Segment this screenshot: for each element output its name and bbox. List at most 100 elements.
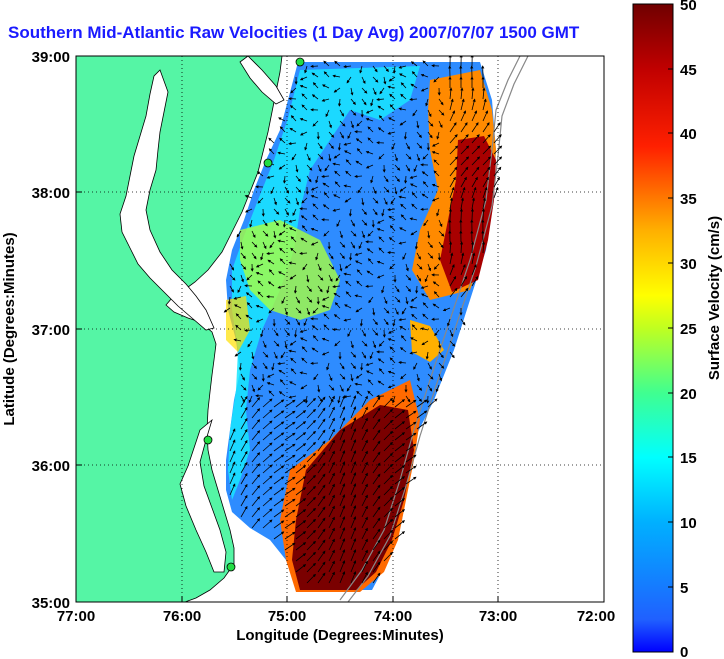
velocity-vector (328, 450, 335, 463)
velocity-vector (334, 60, 341, 67)
velocity-vector (343, 64, 352, 69)
velocity-vector (388, 76, 396, 82)
velocity-vector (245, 314, 253, 320)
velocity-vector (347, 329, 352, 338)
velocity-vector (295, 443, 307, 452)
velocity-vector (424, 274, 429, 283)
velocity-vector (422, 302, 429, 309)
velocity-vector (317, 572, 326, 584)
velocity-vector (278, 369, 286, 375)
velocity-vector (339, 373, 346, 380)
velocity-vector (413, 164, 418, 173)
velocity-vector (411, 313, 418, 320)
velocity-vector (288, 227, 297, 232)
colorbar-tick-label: 50 (680, 0, 697, 14)
velocity-vectors (223, 56, 503, 584)
velocity-vector (394, 432, 406, 441)
velocity-vector (394, 410, 406, 419)
velocity-vector (372, 65, 378, 73)
velocity-vector (295, 296, 300, 304)
velocity-vector (284, 197, 291, 204)
velocity-vector (284, 340, 288, 349)
velocity-vector (317, 384, 321, 393)
velocity-vector (306, 153, 311, 162)
velocity-vector (299, 251, 308, 255)
velocity-vector (339, 461, 346, 474)
velocity-vector (295, 553, 307, 562)
velocity-vector (291, 153, 297, 161)
velocity-vector (288, 219, 297, 223)
velocity-vector (350, 417, 357, 430)
velocity-vector (333, 87, 341, 93)
velocity-vector (240, 274, 244, 283)
velocity-vector (273, 399, 285, 408)
velocity-vector (370, 98, 374, 107)
velocity-vector (233, 296, 242, 300)
velocity-vector (416, 252, 421, 260)
velocity-vector (299, 76, 308, 81)
velocity-vector (310, 361, 319, 365)
velocity-vector (244, 194, 253, 199)
velocity-vector (431, 183, 440, 188)
velocity-vector (306, 562, 316, 573)
velocity-vector (420, 73, 429, 78)
velocity-vector (256, 171, 264, 177)
velocity-vector (416, 421, 428, 430)
velocity-vector (350, 560, 357, 573)
velocity-vector (422, 181, 429, 188)
velocity-vector (317, 495, 326, 507)
velocity-vector (427, 398, 438, 408)
velocity-vector (284, 487, 296, 496)
velocity-vector (405, 476, 417, 485)
velocity-vector (343, 272, 352, 276)
velocity-vector (427, 252, 434, 259)
velocity-vector (251, 463, 261, 474)
velocity-vector (401, 307, 407, 315)
velocity-vector (290, 236, 297, 243)
velocity-vector (449, 166, 458, 177)
velocity-vector (394, 307, 399, 316)
velocity-vector (284, 476, 296, 485)
velocity-vector (310, 227, 319, 232)
velocity-vector (398, 107, 407, 111)
velocity-vector (240, 417, 248, 430)
velocity-vector (471, 264, 477, 276)
velocity-vector (251, 408, 261, 419)
velocity-vector (482, 166, 491, 177)
velocity-vector (493, 166, 502, 177)
velocity-vector (372, 307, 376, 316)
velocity-vector (387, 370, 396, 375)
velocity-vector (365, 150, 374, 155)
velocity-vector (290, 247, 297, 254)
x-tick-marks (75, 596, 605, 602)
velocity-vector (400, 335, 407, 342)
velocity-vector (306, 397, 316, 408)
y-tick-label: 35:00 (32, 595, 70, 612)
velocity-vector (284, 399, 296, 408)
velocity-vector (328, 142, 334, 150)
velocity-vector (326, 285, 330, 294)
velocity-vector (405, 142, 410, 150)
velocity-vector (409, 217, 418, 221)
velocity-vector (355, 160, 363, 166)
velocity-vector (354, 382, 363, 386)
velocity-vector (416, 373, 420, 382)
velocity-vector (295, 564, 307, 573)
velocity-vector (387, 131, 396, 135)
colorbar-tick-label: 20 (680, 386, 697, 403)
velocity-vector (350, 494, 357, 507)
velocity-vector (323, 60, 330, 67)
velocity-vector (306, 408, 316, 419)
velocity-vector (378, 247, 385, 254)
velocity-vector (372, 418, 381, 430)
velocity-vector (295, 520, 307, 529)
velocity-vector (273, 410, 285, 419)
velocity-vector (317, 285, 323, 293)
velocity-vector (321, 337, 330, 342)
velocity-vector (288, 349, 297, 353)
velocity-vector (377, 127, 385, 133)
velocity-vector (350, 395, 357, 408)
velocity-vector (361, 340, 368, 347)
velocity-vector (251, 441, 261, 452)
velocity-vector (383, 430, 393, 441)
